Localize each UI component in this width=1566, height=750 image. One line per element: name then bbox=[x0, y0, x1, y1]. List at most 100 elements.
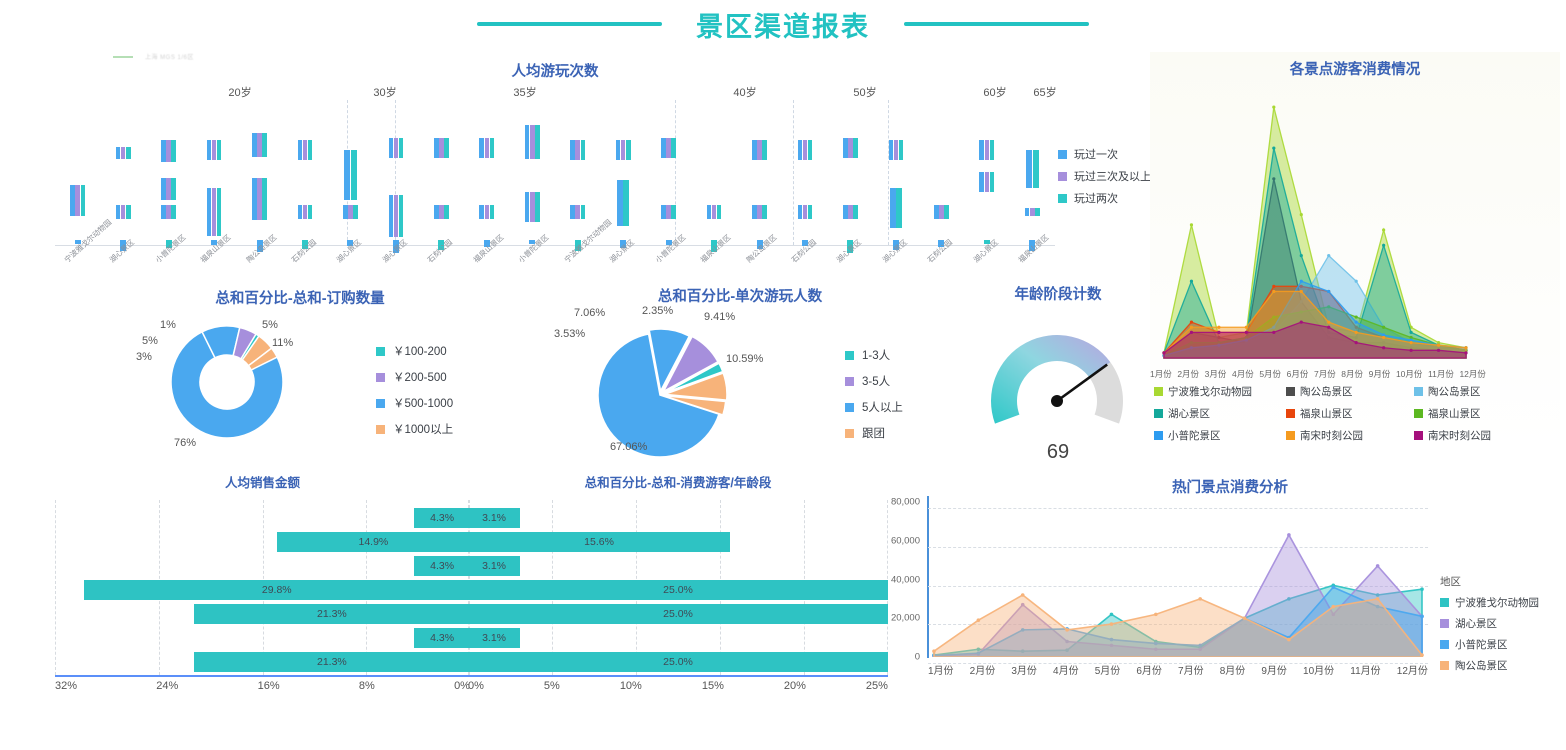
bar-group[interactable] bbox=[252, 200, 267, 220]
bar-group[interactable] bbox=[70, 208, 86, 216]
area-point[interactable] bbox=[1354, 330, 1358, 334]
area-point[interactable] bbox=[1331, 585, 1336, 590]
bar[interactable] bbox=[297, 205, 303, 219]
bar[interactable] bbox=[444, 138, 449, 158]
bar[interactable] bbox=[252, 178, 257, 200]
bar[interactable] bbox=[257, 200, 262, 220]
bar[interactable] bbox=[620, 140, 626, 160]
bar[interactable] bbox=[252, 200, 257, 220]
bar-group[interactable] bbox=[434, 138, 449, 158]
legend-item[interactable]: 湖心景区 bbox=[1440, 616, 1560, 631]
axis-stub-bar[interactable] bbox=[802, 240, 808, 246]
legend-item[interactable]: 湖心景区 bbox=[1154, 406, 1286, 421]
area-point[interactable] bbox=[1189, 320, 1194, 324]
donut-slice[interactable] bbox=[170, 330, 284, 439]
area-point[interactable] bbox=[1217, 330, 1221, 334]
area-point[interactable] bbox=[1065, 639, 1069, 644]
area-point[interactable] bbox=[1299, 289, 1303, 294]
bar[interactable] bbox=[120, 205, 126, 219]
bar-group[interactable] bbox=[1025, 150, 1039, 188]
bar[interactable] bbox=[671, 138, 676, 158]
bar-group[interactable] bbox=[161, 205, 176, 219]
area-point[interactable] bbox=[1065, 628, 1069, 632]
legend-item[interactable]: ￥100-200 bbox=[376, 343, 453, 359]
bar-group[interactable] bbox=[752, 140, 767, 160]
area-point[interactable] bbox=[1217, 346, 1221, 350]
bar-group[interactable] bbox=[479, 205, 495, 219]
axis-stub-bar[interactable] bbox=[665, 240, 672, 245]
area-point[interactable] bbox=[1382, 346, 1386, 350]
bar[interactable] bbox=[893, 140, 899, 160]
bar[interactable] bbox=[524, 125, 530, 159]
bar[interactable] bbox=[166, 205, 171, 219]
bar[interactable] bbox=[898, 140, 904, 160]
bar[interactable] bbox=[166, 140, 171, 162]
bar-row[interactable]: 3.1% bbox=[468, 628, 521, 648]
bar-group[interactable] bbox=[615, 140, 631, 160]
area-point[interactable] bbox=[1154, 647, 1158, 652]
bar[interactable] bbox=[398, 138, 404, 158]
bar[interactable] bbox=[757, 205, 762, 219]
bar-group[interactable] bbox=[661, 205, 676, 219]
bar[interactable] bbox=[388, 138, 394, 158]
axis-stub-bar[interactable] bbox=[438, 240, 445, 250]
bar[interactable] bbox=[297, 140, 303, 160]
bar-group[interactable] bbox=[115, 205, 131, 219]
bar[interactable] bbox=[444, 205, 449, 219]
bar[interactable] bbox=[896, 188, 903, 228]
legend-item[interactable]: 宁波雅戈尔动物园 bbox=[1440, 595, 1560, 610]
bar-group[interactable] bbox=[161, 140, 176, 162]
bar[interactable] bbox=[257, 178, 262, 200]
bar[interactable] bbox=[262, 178, 267, 200]
bar-group[interactable] bbox=[297, 140, 313, 160]
bar[interactable] bbox=[580, 140, 586, 160]
bar[interactable] bbox=[843, 138, 848, 158]
axis-stub-bar[interactable] bbox=[756, 240, 763, 249]
bar-group[interactable] bbox=[524, 192, 540, 222]
axis-stub-bar[interactable] bbox=[211, 240, 218, 245]
bar[interactable] bbox=[984, 140, 990, 160]
area-point[interactable] bbox=[1354, 335, 1358, 340]
axis-stub-bar[interactable] bbox=[983, 240, 990, 244]
axis-stub-bar[interactable] bbox=[574, 240, 581, 251]
area-point[interactable] bbox=[1272, 146, 1276, 150]
area-point[interactable] bbox=[1189, 330, 1194, 334]
bar-group[interactable] bbox=[570, 205, 586, 219]
bar[interactable] bbox=[120, 147, 126, 159]
area-point[interactable] bbox=[1331, 612, 1336, 617]
bar-group[interactable] bbox=[343, 205, 358, 219]
area-point[interactable] bbox=[1375, 564, 1380, 568]
bar[interactable] bbox=[762, 205, 767, 219]
bar[interactable] bbox=[211, 140, 217, 160]
bar[interactable] bbox=[115, 205, 121, 219]
bar[interactable] bbox=[115, 147, 121, 159]
bar-row[interactable]: 21.3% bbox=[193, 604, 470, 624]
bar[interactable] bbox=[797, 205, 803, 219]
legend-item[interactable]: ￥1000以上 bbox=[376, 421, 453, 437]
bar[interactable] bbox=[206, 140, 212, 160]
bar[interactable] bbox=[666, 138, 671, 158]
area-point[interactable] bbox=[1409, 346, 1413, 350]
area-point[interactable] bbox=[1409, 348, 1413, 352]
axis-stub-bar[interactable] bbox=[620, 240, 627, 248]
bar[interactable] bbox=[348, 205, 353, 219]
area-point[interactable] bbox=[1436, 348, 1441, 352]
area-point[interactable] bbox=[1272, 330, 1276, 334]
area-point[interactable] bbox=[1065, 648, 1069, 653]
area-point[interactable] bbox=[1217, 335, 1221, 340]
bar[interactable] bbox=[989, 140, 995, 160]
bar[interactable] bbox=[853, 205, 858, 219]
area-point[interactable] bbox=[1272, 289, 1276, 294]
area-point[interactable] bbox=[1382, 341, 1386, 345]
bar[interactable] bbox=[70, 185, 75, 211]
bar-row[interactable]: 4.3% bbox=[414, 556, 470, 576]
area-point[interactable] bbox=[1409, 338, 1413, 342]
area-point[interactable] bbox=[1327, 305, 1331, 309]
bar[interactable] bbox=[979, 172, 984, 192]
bar[interactable] bbox=[984, 172, 990, 192]
area-point[interactable] bbox=[1154, 641, 1158, 646]
bar[interactable] bbox=[706, 205, 712, 219]
bar[interactable] bbox=[535, 192, 540, 222]
bar[interactable] bbox=[489, 205, 495, 219]
bar-group[interactable] bbox=[752, 205, 767, 219]
